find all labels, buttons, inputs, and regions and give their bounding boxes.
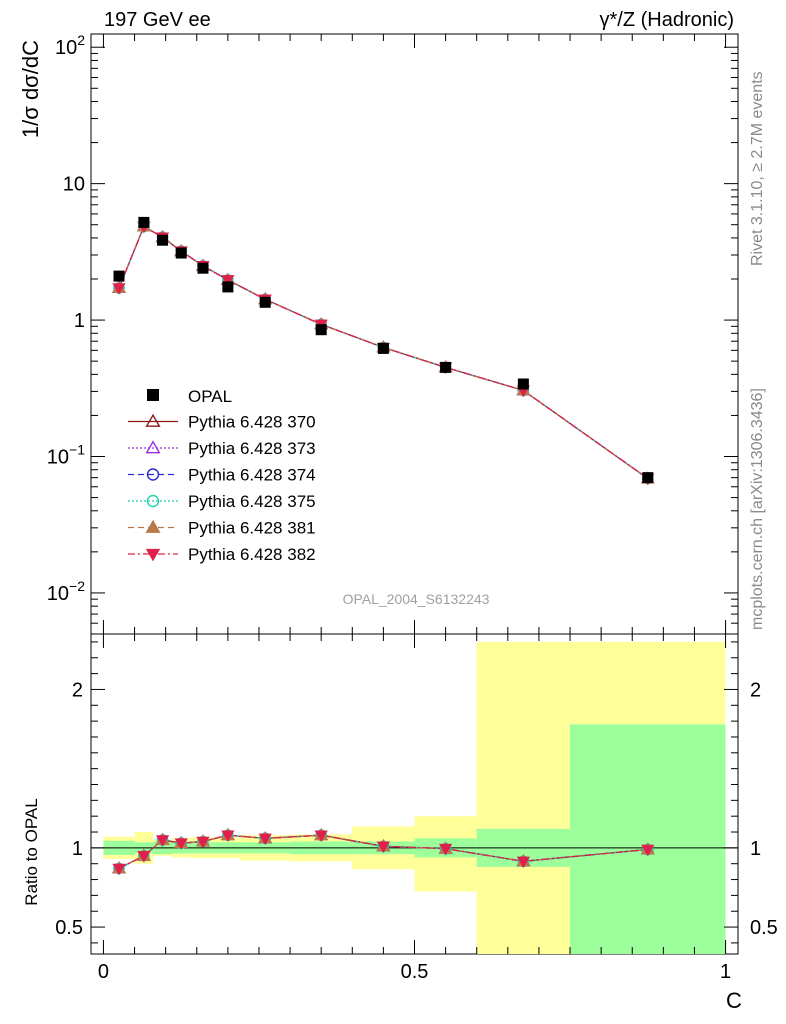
legend-label-0: Pythia 6.428 370 <box>188 413 316 432</box>
ratio-5-point <box>258 833 272 846</box>
ratio-y-tick-label-right: 0.5 <box>750 917 778 939</box>
band-outer-10 <box>476 641 571 954</box>
data-point <box>222 281 234 293</box>
main-y-tick-label: 10−1 <box>47 442 85 469</box>
ratio-5-point <box>376 841 391 854</box>
ratio-5-point <box>155 835 170 847</box>
tick-exponent: 2 <box>77 32 85 48</box>
series-5-point <box>221 275 235 287</box>
series-line-5 <box>118 225 649 480</box>
ratio-y-tick-label-right: 1 <box>750 838 761 860</box>
ratio-5-point <box>137 851 151 863</box>
data-point <box>440 361 452 373</box>
ratio-5-point <box>516 856 530 869</box>
legend-marker-0 <box>145 413 161 427</box>
legend-label-1: Pythia 6.428 373 <box>188 439 316 458</box>
data-point <box>197 262 209 274</box>
analysis-watermark: OPAL_2004_S6132243 <box>343 591 490 607</box>
x-tick-label: 0 <box>98 961 109 983</box>
data-point <box>157 234 169 246</box>
ratio-5-point <box>112 863 126 876</box>
ratio-y-tick-label: 0.5 <box>55 917 83 939</box>
legend-label-2: Pythia 6.428 374 <box>188 466 316 485</box>
data-point <box>315 324 327 336</box>
legend-marker-3 <box>146 494 160 508</box>
ratio-y-tick-label: 1 <box>72 838 83 860</box>
legend-marker-1 <box>145 440 161 454</box>
legend-marker-5 <box>145 548 161 562</box>
ratio-bands <box>103 641 726 954</box>
ratio-series <box>112 828 655 876</box>
data-point <box>642 472 654 484</box>
tick-exponent: −2 <box>69 578 85 594</box>
legend-label-3: Pythia 6.428 375 <box>188 492 316 511</box>
data-point <box>113 270 125 282</box>
ratio-5-point <box>196 836 210 849</box>
main-axes: 102 10 1 10−1 10−2 <box>47 32 738 635</box>
x-tick-label: 0.5 <box>401 961 429 983</box>
main-y-tick-label: 10 <box>63 174 85 196</box>
legend-marker-data <box>147 389 159 401</box>
x-tick-label: 1 <box>720 961 731 983</box>
ratio-axes: 0.5 0.5 1 1 2 2 0 0.5 1 <box>55 634 778 983</box>
data-point <box>377 342 389 354</box>
band-inner-11 <box>570 724 726 954</box>
series-5-point <box>112 283 126 295</box>
legend-label-4: Pythia 6.428 381 <box>188 519 316 538</box>
data-point <box>517 378 529 390</box>
header-left: 197 GeV ee <box>104 9 211 31</box>
legend-marker-2 <box>146 468 160 481</box>
tick-exponent: −1 <box>69 442 85 458</box>
main-y-tick-label: 102 <box>55 32 85 59</box>
ratio-5-point <box>438 843 453 856</box>
legend-marker-4 <box>145 519 161 533</box>
ratio-5-point <box>314 830 328 842</box>
data-point <box>138 216 150 228</box>
header-right: γ*/Z (Hadronic) <box>600 9 734 31</box>
ratio-y-tick-label-right: 2 <box>750 679 761 701</box>
mcplots-credit-text: mcplots.cern.ch [arXiv:1306.3436] <box>749 388 766 630</box>
main-y-tick-label: 10−2 <box>47 578 85 605</box>
ratio-5-point <box>174 838 188 850</box>
data-point <box>259 296 271 308</box>
rivet-version-text: Rivet 3.1.10, ≥ 2.7M events <box>749 71 766 266</box>
x-axis-label: C <box>726 988 742 1013</box>
main-y-tick-label: 1 <box>74 310 85 332</box>
main-plot-frame <box>90 33 739 635</box>
ratio-y-axis-label: Ratio to OPAL <box>22 798 41 905</box>
ratio-y-tick-label: 2 <box>72 679 83 701</box>
band-outer-last <box>570 641 726 725</box>
main-y-axis-label: 1/σ dσ/dC <box>18 40 43 138</box>
legend: OPAL Pythia 6.428 370 Pythia 6.428 373 Pyth… <box>128 387 316 564</box>
legend-label-data: OPAL <box>188 387 232 406</box>
ratio-5-point <box>221 830 235 842</box>
ratio-5-point <box>641 844 655 857</box>
legend-label-5: Pythia 6.428 382 <box>188 545 316 564</box>
main-series <box>112 216 655 486</box>
data-point <box>175 247 187 259</box>
